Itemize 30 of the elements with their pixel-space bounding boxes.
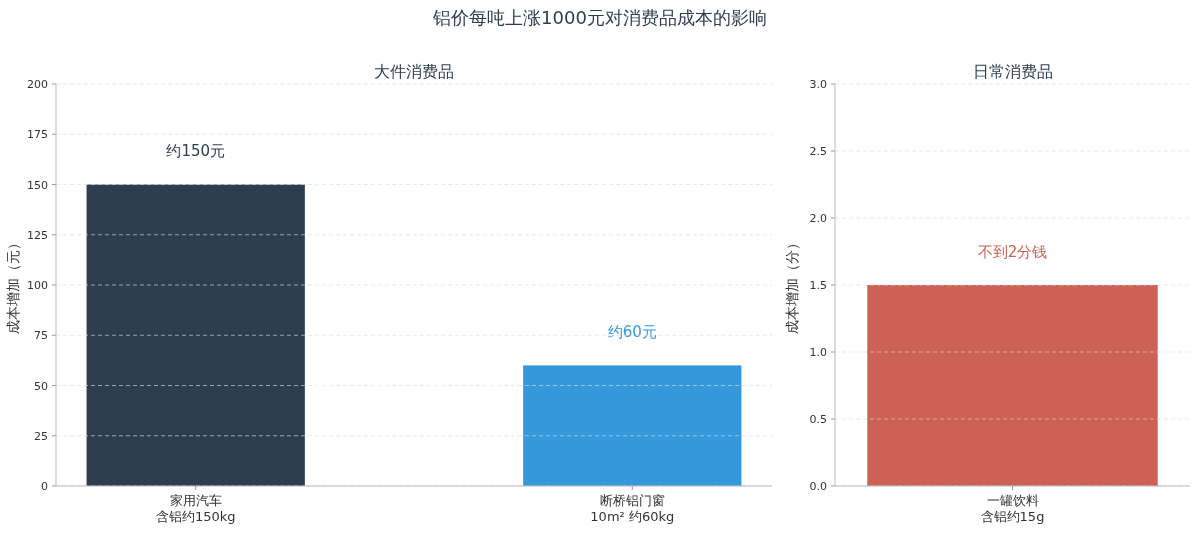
y-tick-label: 0.0 <box>809 480 827 493</box>
y-tick-label: 175 <box>27 128 48 142</box>
x-tick-label: 家用汽车 <box>169 493 222 508</box>
y-tick-label: 3.0 <box>809 78 827 91</box>
y-tick-label: 125 <box>27 228 48 242</box>
y-tick-label: 75 <box>34 329 48 343</box>
data-label: 约60元 <box>607 323 657 342</box>
y-tick-label: 200 <box>27 78 48 91</box>
text: 含铝约15g <box>980 509 1045 524</box>
y-tick-label: 2.5 <box>809 145 827 158</box>
x-tick-label: 断桥铝门窗 <box>599 493 665 508</box>
text: 含铝约150kg <box>155 509 236 524</box>
y-tick-label: 0 <box>41 480 48 493</box>
y-tick-label: 25 <box>34 429 48 443</box>
y-axis-title: 成本增加（分） <box>784 236 800 334</box>
y-axis-title: 成本增加（元） <box>5 236 21 334</box>
y-tick-label: 1.5 <box>809 279 827 292</box>
x-tick-label: 一罐饮料 <box>986 493 1039 508</box>
y-tick-label: 2.0 <box>809 212 827 225</box>
y-tick-label: 50 <box>34 379 48 393</box>
y-tick-label: 0.5 <box>809 413 827 426</box>
y-tick-label: 1.0 <box>809 346 827 359</box>
text: 铝价每吨上涨1000元对消费品成本的影响 <box>432 7 767 28</box>
text: 10m² 约60kg <box>590 509 675 524</box>
chart-title: 大件消费品 <box>374 62 454 81</box>
chart-title: 日常消费品 <box>972 62 1053 81</box>
data-label: 约150元 <box>166 142 226 161</box>
y-tick-label: 150 <box>27 178 48 192</box>
data-label: 不到2分钱 <box>977 242 1048 261</box>
y-tick-label: 100 <box>27 279 48 292</box>
